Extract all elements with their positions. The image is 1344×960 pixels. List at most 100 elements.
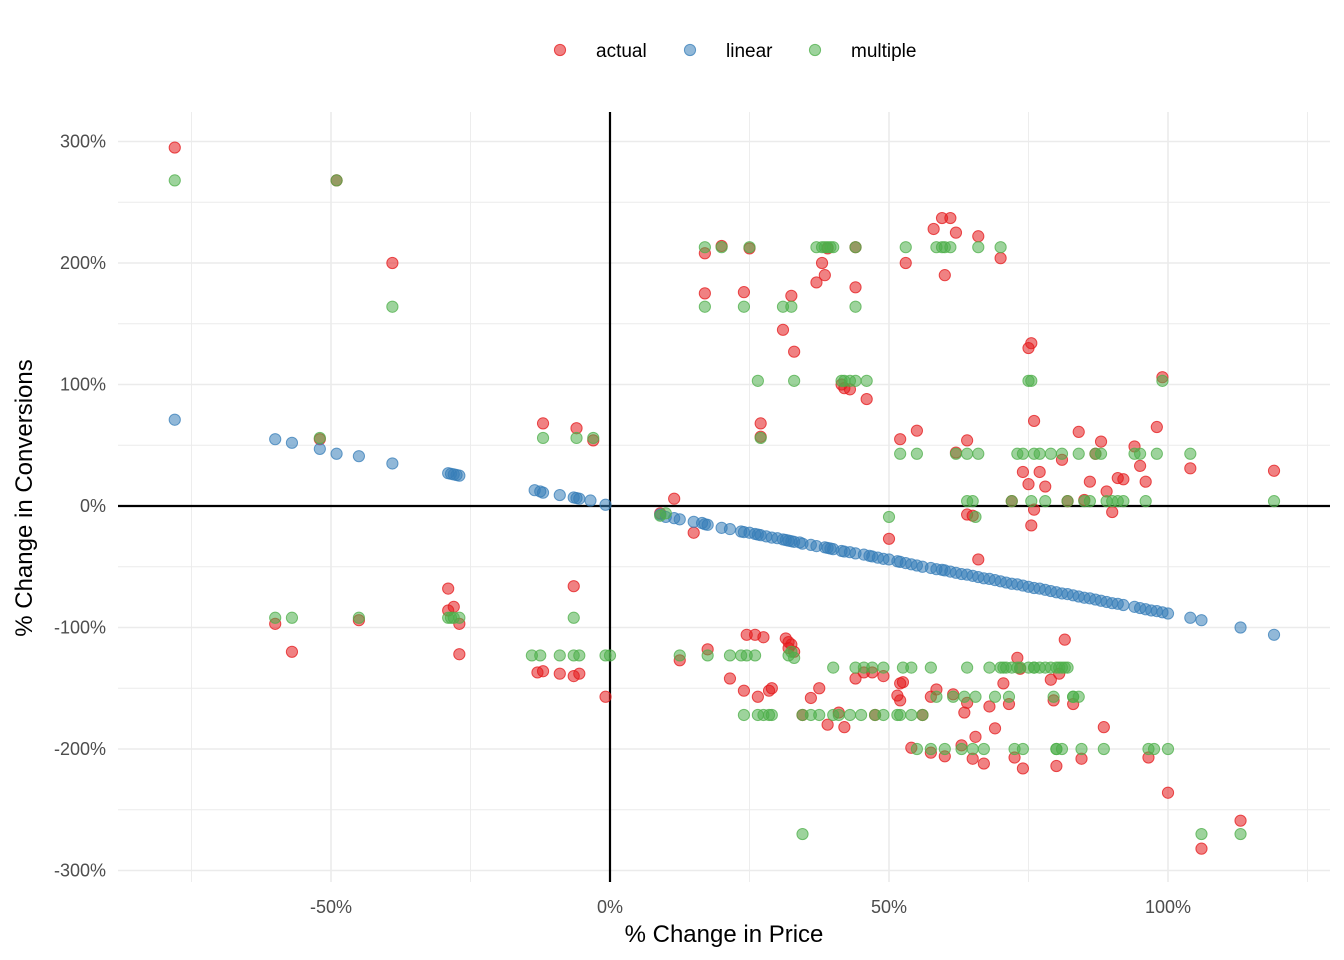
point-actual (447, 600, 460, 613)
point-linear (723, 522, 737, 536)
point-multiple (659, 507, 672, 520)
point-actual (737, 684, 751, 697)
point-multiple (748, 649, 762, 662)
point-actual (553, 667, 566, 680)
y-tick-label: 0% (80, 496, 106, 516)
point-actual (285, 645, 299, 658)
point-linear (453, 469, 466, 482)
point-multiple (924, 742, 937, 756)
point-actual (977, 757, 990, 770)
point-actual (1139, 475, 1152, 488)
point-multiple (285, 611, 299, 624)
point-multiple (698, 241, 711, 254)
point-multiple (977, 742, 990, 756)
point-multiple (894, 447, 907, 460)
x-tick-label: 50% (871, 897, 907, 917)
point-multiple (1055, 447, 1069, 460)
point-actual (1106, 505, 1119, 519)
point-actual (882, 532, 896, 545)
point-linear (599, 498, 612, 511)
point-multiple (785, 300, 798, 313)
point-multiple (567, 611, 580, 624)
point-actual (961, 434, 974, 447)
point-multiple (1094, 447, 1108, 460)
point-multiple (966, 495, 979, 508)
point-actual (1234, 814, 1247, 827)
point-multiple (534, 649, 547, 662)
point-actual (1016, 465, 1030, 479)
point-multiple (570, 431, 583, 445)
point-multiple (352, 611, 365, 624)
point-actual (765, 682, 778, 695)
point-actual (1058, 633, 1071, 646)
point-actual (997, 677, 1010, 690)
point-linear (330, 447, 343, 460)
point-multiple (1139, 495, 1152, 508)
point-multiple (1061, 661, 1074, 674)
point-linear (1195, 614, 1208, 627)
point-multiple (788, 651, 801, 664)
legend-item-linear: linear (683, 41, 773, 62)
point-multiple (1161, 742, 1175, 756)
legend-label-multiple: multiple (851, 41, 916, 62)
point-actual (1267, 464, 1281, 477)
point-actual (1097, 721, 1110, 734)
series-linear (168, 413, 1281, 641)
x-tick-label: 0% (597, 897, 623, 917)
point-actual (1025, 519, 1038, 532)
point-multiple (827, 661, 840, 674)
point-multiple (536, 431, 550, 445)
point-multiple (849, 241, 862, 254)
legend-key-multiple (808, 43, 822, 57)
point-multiple (313, 431, 326, 445)
point-actual (849, 281, 862, 294)
point-actual (899, 256, 912, 270)
point-linear (553, 488, 566, 502)
point-actual (536, 417, 550, 430)
point-multiple (849, 300, 862, 313)
point-multiple (603, 649, 617, 662)
x-axis-title: % Change in Price (625, 921, 824, 948)
y-tick-label: 100% (60, 375, 106, 395)
point-actual (860, 392, 873, 406)
point-multiple (949, 447, 963, 460)
point-actual (894, 433, 907, 446)
point-multiple (910, 447, 924, 460)
point-linear (701, 518, 714, 531)
point-multiple (1039, 495, 1052, 508)
point-actual (536, 665, 550, 678)
point-multiple (1134, 447, 1147, 460)
point-multiple (972, 241, 985, 254)
point-multiple (827, 708, 840, 722)
legend: actual linear multiple (553, 41, 916, 62)
y-tick-label: 300% (60, 132, 106, 152)
legend-label-linear: linear (726, 41, 773, 62)
point-linear (584, 494, 597, 507)
y-axis-title: % Change in Conversions (11, 359, 38, 637)
point-multiple (969, 510, 982, 524)
point-linear (536, 486, 550, 499)
point-multiple (1025, 374, 1038, 387)
point-multiple (715, 241, 728, 254)
point-multiple (737, 300, 751, 313)
point-multiple (955, 742, 968, 756)
grid-lines (118, 112, 1330, 882)
point-actual (788, 345, 801, 358)
point-multiple (930, 690, 943, 703)
point-multiple (754, 431, 767, 445)
point-actual (1134, 459, 1147, 473)
point-actual (815, 256, 829, 270)
point-actual (1161, 786, 1175, 799)
point-actual (1195, 842, 1208, 855)
x-tick-label: -50% (310, 897, 352, 917)
point-multiple (938, 742, 951, 756)
point-actual (1016, 762, 1030, 775)
point-actual (453, 648, 466, 661)
point-multiple (1039, 661, 1052, 674)
point-actual (737, 286, 751, 299)
point-actual (983, 700, 996, 713)
point-multiple (168, 174, 181, 187)
point-multiple (1097, 742, 1110, 756)
point-linear (1267, 628, 1281, 641)
point-multiple (1025, 495, 1038, 508)
